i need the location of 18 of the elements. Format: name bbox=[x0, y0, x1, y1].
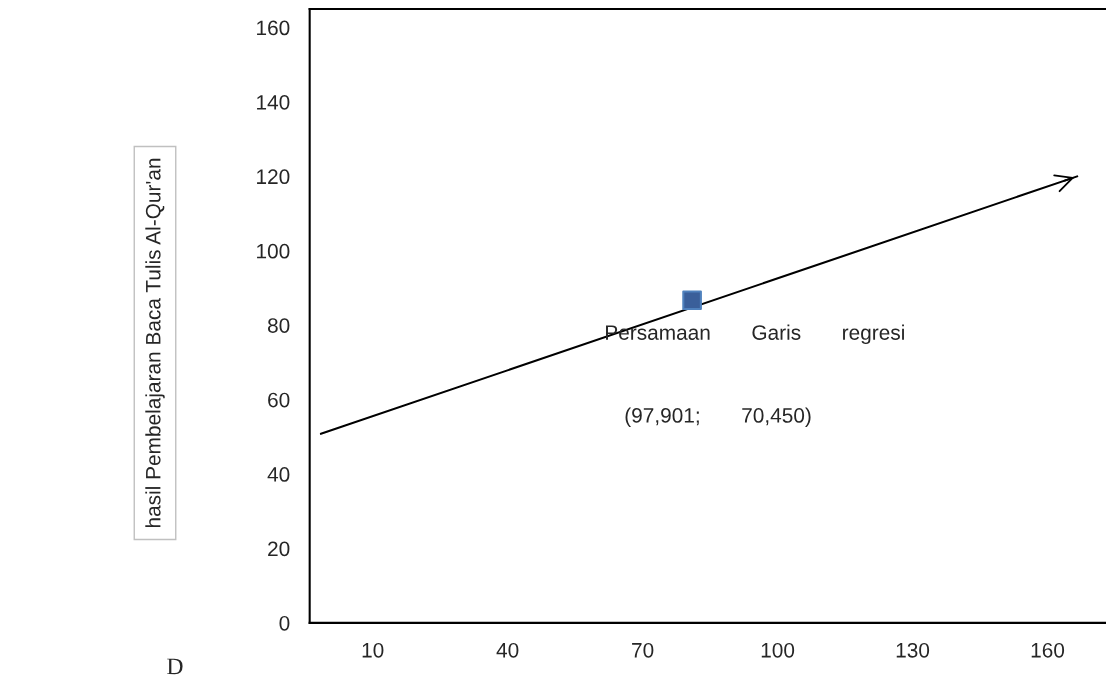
x-tick-label: 10 bbox=[362, 642, 384, 658]
y-tick-label: 100 bbox=[257, 243, 290, 259]
x-tick-label: 40 bbox=[496, 642, 519, 658]
y-tick-label: 120 bbox=[257, 169, 290, 185]
y-tick-label: 140 bbox=[257, 94, 290, 110]
annotation: (97,901; 70,450) bbox=[625, 407, 811, 427]
x-tick-label: 70 bbox=[632, 642, 654, 658]
y-tick-label: 80 bbox=[267, 318, 290, 333]
x-tick-label: 130 bbox=[896, 642, 930, 658]
y-tick-label: 20 bbox=[268, 541, 290, 557]
y-tick-label: 60 bbox=[268, 392, 290, 408]
y-tick-label: 40 bbox=[267, 467, 290, 482]
y-tick-label: 160 bbox=[257, 20, 290, 36]
x-tick-label: 100 bbox=[761, 642, 795, 658]
text: hasil Pembelajaran Baca Tulis Al-Qur'an bbox=[145, 158, 165, 528]
x-tick-label: 160 bbox=[1031, 642, 1065, 658]
text: D bbox=[167, 658, 183, 675]
y-tick-label: 0 bbox=[279, 615, 290, 631]
